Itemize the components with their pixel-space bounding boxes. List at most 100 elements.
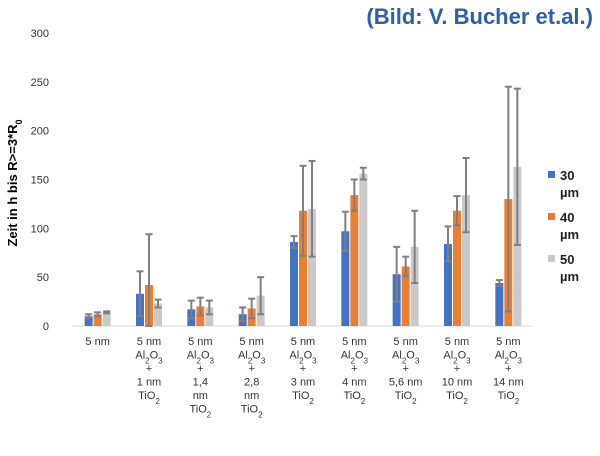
category-label-text: O (458, 350, 467, 362)
y-axis-label-main: Zeit in h bis R>=3*R (5, 124, 20, 247)
category-label-text: 5 nm (445, 336, 469, 348)
category-label-text: 5 nm (239, 336, 263, 348)
category-label-subscript: 2 (463, 397, 468, 406)
category-label-text: Al (289, 350, 299, 362)
y-tick-label: 300 (31, 28, 49, 40)
category-label-text: Al (495, 350, 505, 362)
category-label-text: + (146, 363, 152, 375)
category-label-text: 3 nm (291, 377, 315, 389)
category-label-text: 5 nm (85, 336, 109, 348)
legend-entry-3: 50 µm (560, 252, 579, 284)
category-label-line: + (402, 363, 408, 375)
category-label-text: TiO (343, 390, 361, 402)
category-label-text: Al (341, 350, 351, 362)
category-label: 5 nm Al2O3 +5,6 nm TiO2 (389, 336, 423, 406)
category-label: 5 nm (85, 336, 109, 348)
bar-3-8 (462, 195, 470, 326)
category-label-text: 1,4 (193, 377, 208, 389)
category-label-subscript: 2 (196, 356, 201, 365)
category-label-text: + (351, 363, 357, 375)
category-label-line: nm (244, 390, 259, 402)
category-label-line: 5,6 nm (389, 377, 423, 389)
category-label-text: 10 nm (442, 377, 473, 389)
category-label-subscript: 3 (466, 356, 471, 365)
category-label-text: Al (238, 350, 248, 362)
category-label-text: nm (193, 390, 208, 402)
category-label-line: + (351, 363, 357, 375)
legend-entry-line: µm (560, 185, 579, 200)
category-label-line: 1,4 (193, 377, 208, 389)
category-label-subscript: 3 (518, 356, 523, 365)
category-label-text: 5 nm (137, 336, 161, 348)
category-label: 5 nm Al2O3 +3 nm TiO2 (289, 336, 317, 406)
category-label: 5 nm Al2O3 +2,8 nm TiO2 (238, 336, 266, 419)
category-label-line: Al2O3 (135, 350, 163, 366)
bar-3-5 (308, 208, 316, 326)
bar-3-1 (102, 312, 111, 326)
category-label-line: Al2O3 (392, 350, 420, 366)
category-label-text: nm (244, 390, 259, 402)
legend-entry-2: 40 µm (560, 210, 579, 242)
category-label-line: TiO2 (138, 390, 160, 406)
y-tick-label: 250 (31, 77, 49, 89)
category-label-line: + (454, 363, 460, 375)
legend-entry-line: µm (560, 269, 579, 284)
category-label: 5 nm Al 2 O3 +10 nm TiO2 (442, 336, 473, 406)
category-label-line: + (505, 363, 511, 375)
category-label-text: TiO (189, 404, 207, 416)
category-label-line: 5 nm (85, 336, 109, 348)
bar-3-7 (410, 246, 419, 326)
legend-entry-line: 30 (560, 168, 574, 183)
category-label-line: + (146, 363, 152, 375)
category-label-text: 2,8 (244, 377, 259, 389)
category-label-line: 10 nm (442, 377, 473, 389)
category-label-line: 5 nm (188, 336, 212, 348)
category-label-subscript: 3 (261, 356, 266, 365)
category-label-subscript: 2 (258, 410, 263, 419)
category-label-text: Al (443, 350, 453, 362)
bar-1-6 (341, 231, 350, 326)
category-label-subscript: 2 (515, 397, 520, 406)
category-label: 5 nm Al2O3 +1 nm TiO2 (135, 336, 163, 406)
bar-2-6 (350, 195, 359, 326)
legend: 30 µm 40 µm 50 µm (548, 168, 579, 284)
category-label-line: TiO2 (343, 390, 365, 406)
legend-entry-line: 50 (560, 252, 574, 267)
category-label-text: O (304, 350, 313, 362)
category-label-text: TiO (446, 390, 464, 402)
category-label-subscript: 2 (350, 356, 355, 365)
category-label-text: 4 nm (342, 377, 366, 389)
y-axis-label: Zeit in h bis R>=3*R0 (5, 119, 24, 246)
bar-1-8 (444, 243, 452, 326)
category-label-subscript: 3 (415, 356, 420, 365)
category-label-line: Al2O3 (341, 350, 369, 366)
category-label-text: O (406, 350, 415, 362)
category-label-line: 1 nm (137, 377, 161, 389)
bar-3-9 (513, 166, 522, 326)
bar-3-2 (154, 303, 162, 326)
legend-swatch-2 (548, 213, 555, 220)
category-label-line: Al2O3 (289, 350, 317, 366)
category-label-text: + (505, 363, 511, 375)
category-label-subscript: 2 (309, 397, 314, 406)
category-label-text: + (402, 363, 408, 375)
category-label-line: 14 nm (493, 377, 524, 389)
y-tick-label: 200 (31, 126, 49, 138)
category-label-text: TiO (138, 390, 156, 402)
bar-2-1 (93, 314, 102, 326)
category-label-subscript: 2 (155, 397, 160, 406)
category-label: 5 nm Al2O3 +14 nm TiO2 (493, 336, 524, 406)
category-label-text: O (252, 350, 261, 362)
category-label-line: TiO2 (446, 390, 468, 406)
category-label-subscript: 3 (312, 356, 317, 365)
category-label-line: + (248, 363, 254, 375)
category-label-text: 1 nm (137, 377, 161, 389)
category-label-line: 2,8 (244, 377, 259, 389)
category-label-line: Al2O3 (187, 350, 215, 366)
category-label-text: TiO (497, 390, 515, 402)
category-label-subscript: 2 (361, 397, 366, 406)
category-label-line: TiO2 (395, 390, 417, 406)
category-label-subscript: 3 (364, 356, 369, 365)
category-label: 5 nm Al2O3 +4 nm TiO2 (341, 336, 369, 406)
